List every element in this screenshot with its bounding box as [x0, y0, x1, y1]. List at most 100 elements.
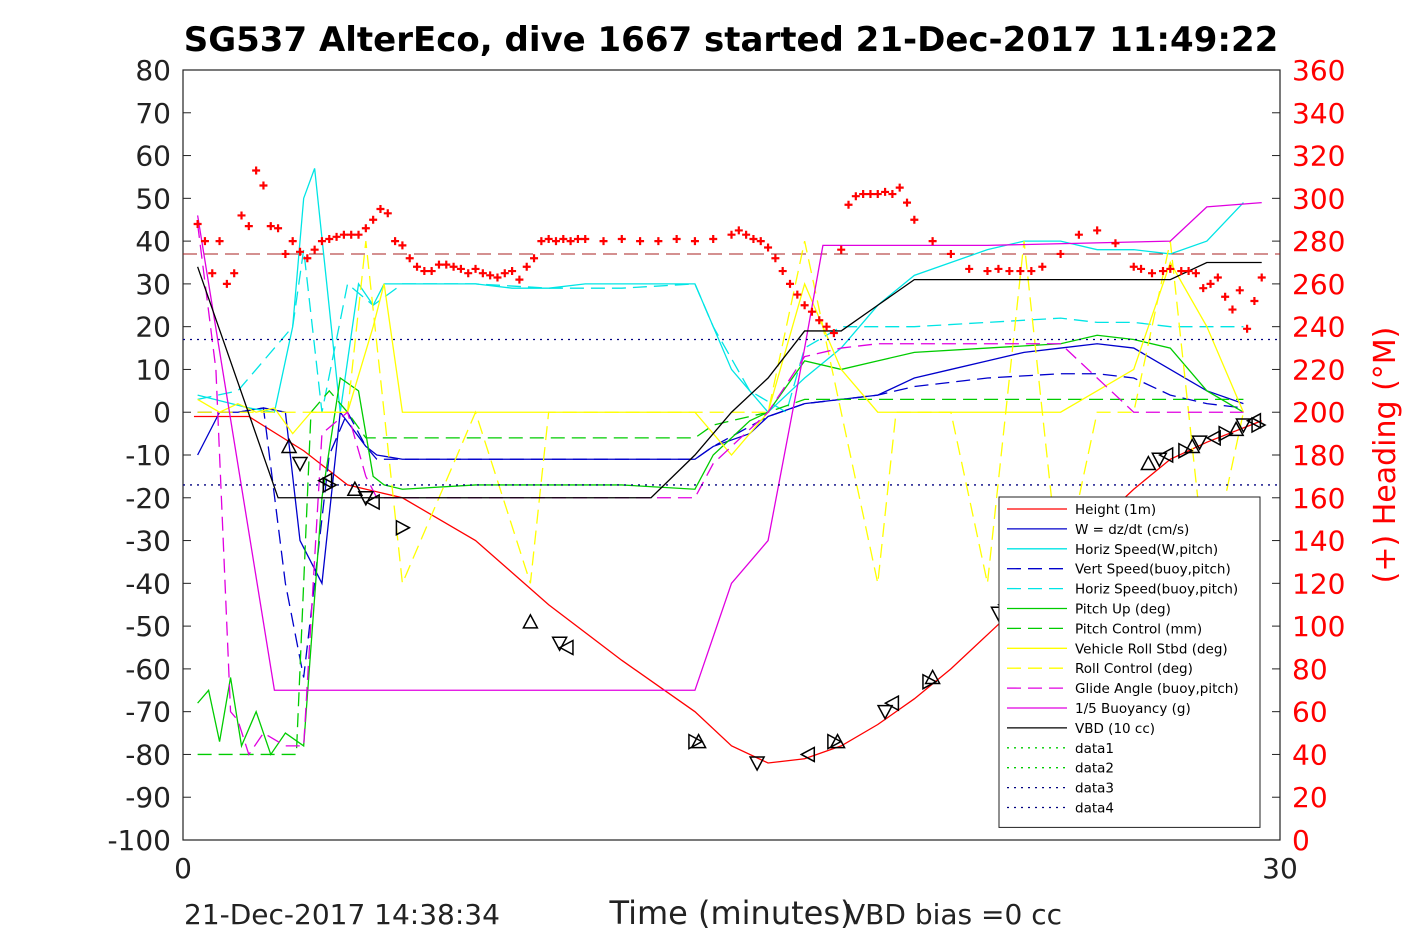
y-tick-label: 60: [135, 140, 171, 173]
heading-point: [859, 190, 868, 199]
y2-tick-label: 180: [1292, 439, 1345, 472]
legend-entry: Horiz Speed(W,pitch): [1075, 542, 1218, 558]
height-marker: [883, 694, 900, 712]
right-axis-label: (+) Heading (°M): [1368, 327, 1403, 584]
heading-point: [530, 254, 539, 263]
heading-point: [749, 234, 758, 243]
y-tick-label: 10: [135, 353, 171, 386]
heading-point: [910, 215, 919, 224]
y-tick-label: -90: [125, 781, 171, 814]
height-marker: [690, 733, 707, 749]
heading-point: [1228, 305, 1237, 314]
heading-point: [427, 267, 436, 276]
y2-tick-label: 80: [1292, 653, 1328, 686]
height-marker: [317, 472, 333, 489]
y-tick-label: 40: [135, 225, 171, 258]
y2-tick-label: 240: [1292, 311, 1345, 344]
heading-point: [398, 241, 407, 250]
heading-point: [786, 279, 795, 288]
heading-point: [1016, 267, 1025, 276]
y-tick-label: -100: [107, 824, 171, 857]
legend-entry: Horiz Speed(buoy,pitch): [1075, 582, 1238, 598]
height-marker: [1140, 454, 1157, 471]
heading-point: [1177, 267, 1186, 276]
height-marker: [688, 733, 704, 750]
heading-point: [734, 226, 743, 235]
heading-point: [317, 237, 326, 246]
heading-point: [449, 262, 458, 271]
height-marker: [364, 493, 380, 511]
heading-point: [1250, 297, 1259, 305]
heading-point: [208, 269, 217, 278]
heading-point: [1191, 269, 1200, 278]
heading-point: [193, 220, 202, 228]
heading-point: [1235, 286, 1244, 295]
heading-point: [354, 230, 363, 239]
height-marker: [291, 456, 309, 473]
height-marker: [1235, 418, 1252, 434]
heading-point: [1111, 239, 1120, 248]
right-axis-ticks: 0 20 40 60 80 100 120 140 160 180 200 220 240 260 280 3…: [1292, 54, 1345, 857]
heading-point: [756, 237, 765, 246]
heading-point: [581, 234, 590, 243]
heading-point: [928, 237, 937, 246]
y2-tick-label: 220: [1292, 353, 1345, 386]
heading-point: [903, 198, 912, 207]
height-marker: [558, 639, 574, 656]
legend-entry: data1: [1075, 741, 1114, 757]
heading-point: [486, 271, 495, 280]
heading-point: [274, 224, 283, 233]
heading-point: [983, 267, 992, 276]
heading-point: [965, 264, 974, 273]
plot-clip-group: [183, 166, 1280, 772]
heading-point: [200, 237, 209, 246]
x-axis-label: Time (minutes): [609, 894, 853, 932]
y2-tick-label: 140: [1292, 525, 1345, 558]
heading-point: [252, 166, 261, 175]
heading-point: [215, 237, 224, 246]
heading-point: [793, 290, 802, 299]
height-marker: [346, 480, 364, 496]
y2-tick-label: 120: [1292, 567, 1345, 600]
height-marker: [1191, 435, 1208, 451]
legend-entry: Vehicle Roll Stbd (deg): [1075, 641, 1228, 657]
height-marker: [1158, 446, 1174, 464]
heading-point: [222, 279, 231, 288]
heading-point: [1184, 267, 1193, 276]
y2-tick-label: 260: [1292, 268, 1345, 301]
heading-point: [1056, 249, 1065, 258]
heading-point: [1027, 267, 1036, 276]
heading-point: [369, 215, 378, 224]
heading-point: [822, 322, 831, 331]
heading-point: [420, 267, 429, 276]
y2-tick-label: 280: [1292, 225, 1345, 258]
y-tick-label: 0: [153, 396, 171, 429]
heading-point: [405, 254, 414, 263]
heading-point: [303, 254, 312, 263]
legend-entry: W = dz/dt (cm/s): [1075, 522, 1189, 538]
legend-entry: Pitch Up (deg): [1075, 602, 1171, 618]
y-tick-label: -30: [125, 525, 171, 558]
legend-entry: Roll Control (deg): [1075, 661, 1193, 677]
y2-tick-label: 340: [1292, 97, 1345, 130]
heading-point: [690, 237, 699, 246]
height-marker: [876, 704, 894, 721]
heading-point: [727, 230, 736, 239]
heading-point: [1093, 226, 1102, 235]
heading-point: [376, 205, 385, 214]
y2-tick-label: 60: [1292, 696, 1328, 729]
heading-point: [244, 222, 253, 231]
y-tick-label: -60: [125, 653, 171, 686]
legend-entry: 1/5 Buoyancy (g): [1075, 701, 1191, 717]
height-marker: [922, 673, 938, 690]
heading-point: [1129, 262, 1138, 271]
heading-point: [471, 264, 480, 273]
heading-point: [881, 187, 890, 196]
heading-point: [654, 237, 663, 246]
series-line-10: [196, 201, 1262, 691]
heading-point: [544, 234, 553, 243]
height-marker: [924, 668, 941, 685]
heading-point: [764, 243, 773, 252]
height-marker: [395, 519, 411, 536]
